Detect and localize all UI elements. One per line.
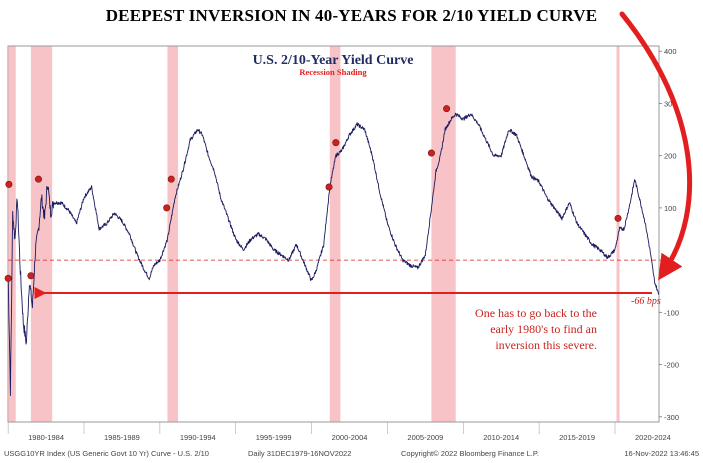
recession-band <box>30 46 53 422</box>
endpoint-label: -66 bps <box>631 296 661 307</box>
y-tick-label: -200 <box>664 361 679 370</box>
x-tick-label: 2005-2009 <box>407 433 443 442</box>
footer-source: USGG10YR Index (US Generic Govt 10 Yr) C… <box>4 449 209 458</box>
x-tick-label: 1980-1984 <box>28 433 64 442</box>
event-marker <box>27 272 35 280</box>
callout-line-1: One has to go back to the <box>475 306 597 320</box>
event-marker <box>163 204 171 212</box>
event-marker <box>427 149 435 157</box>
headline-pointer-arrow <box>619 11 693 281</box>
event-markers <box>4 105 622 282</box>
yield-curve-line <box>7 112 660 396</box>
series-layer <box>7 112 660 396</box>
headline: DEEPEST INVERSION IN 40-YEARS FOR 2/10 Y… <box>105 6 598 25</box>
recession-band <box>329 46 341 422</box>
event-marker <box>34 175 42 183</box>
footer-range: Daily 31DEC1979-16NOV2022 <box>248 449 351 458</box>
x-tick-label: 1995-1999 <box>256 433 292 442</box>
x-tick-label: 1990-1994 <box>180 433 216 442</box>
x-tick-label: 2000-2004 <box>332 433 368 442</box>
chart-title: U.S. 2/10-Year Yield Curve <box>253 53 414 68</box>
event-marker <box>332 139 340 147</box>
x-tick-label: 2015-2019 <box>559 433 595 442</box>
y-tick-label: 200 <box>664 152 677 161</box>
y-tick-label: -100 <box>664 308 679 317</box>
x-axis-ticks: 1980-1984 1985-1989 1990-1994 1995-1999 2000… <box>7 422 671 442</box>
y-tick-label: 300 <box>664 99 677 108</box>
chart-subtitle: Recession Shading <box>299 67 367 77</box>
callout-line-2: early 1980's to find an <box>490 322 597 336</box>
x-tick-label: 1985-1989 <box>104 433 140 442</box>
x-tick-label: 2020-2024 <box>635 433 671 442</box>
y-tick-label: 400 <box>664 47 677 56</box>
recession-band <box>167 46 179 422</box>
x-tick-label: 2010-2014 <box>483 433 519 442</box>
footer-timestamp: 16-Nov-2022 13:46:45 <box>624 449 699 458</box>
recession-band <box>431 46 456 422</box>
event-marker <box>614 214 622 222</box>
event-marker <box>443 105 451 113</box>
event-marker <box>5 180 13 188</box>
event-marker <box>167 175 175 183</box>
y-tick-label: -300 <box>664 413 679 422</box>
footer-copyright: Copyright© 2022 Bloomberg Finance L.P. <box>401 449 539 458</box>
event-marker <box>325 183 333 191</box>
event-marker <box>4 274 12 282</box>
y-tick-label: 100 <box>664 204 677 213</box>
callout-line-3: inversion this severe. <box>495 338 597 352</box>
